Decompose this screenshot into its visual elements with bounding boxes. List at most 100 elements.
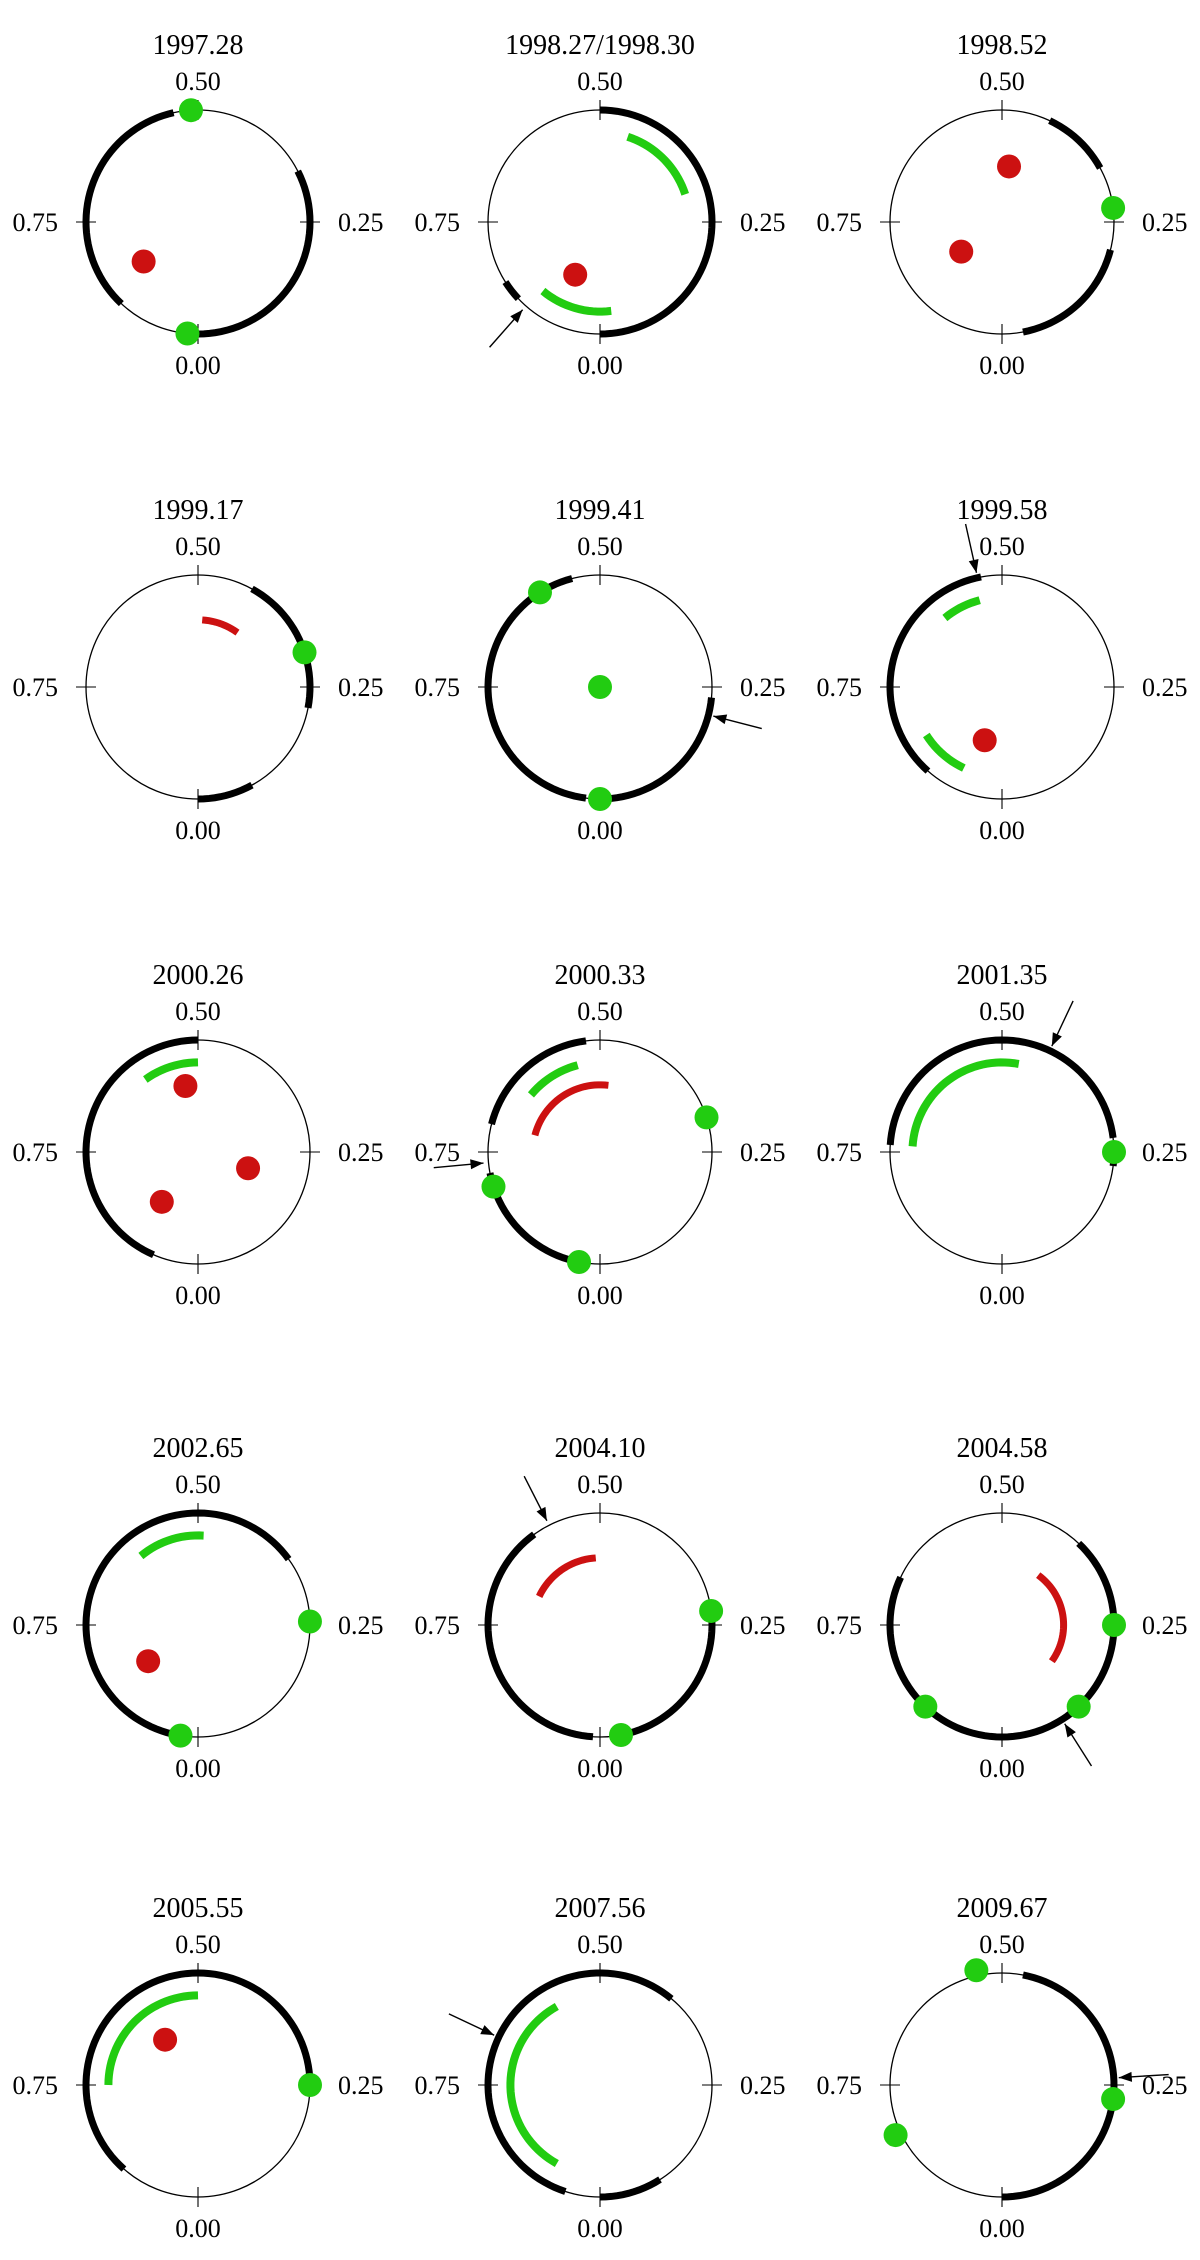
- green-dot: [481, 1174, 506, 1199]
- pointer-arrow: [1064, 1723, 1093, 1767]
- green-dot: [292, 640, 317, 665]
- green-dot: [1101, 195, 1126, 220]
- red-dot: [949, 239, 974, 264]
- phase-tick-label: 0.75: [13, 1611, 59, 1640]
- panel-title: 2005.55: [153, 1893, 244, 1924]
- green-dot: [699, 1598, 724, 1623]
- green-dot: [1066, 1694, 1091, 1719]
- red-dot: [131, 249, 156, 274]
- green-arc: [908, 1058, 1020, 1147]
- panel-title: 2000.26: [153, 960, 244, 991]
- phase-tick-label: 0.50: [175, 67, 221, 96]
- green-arc: [923, 732, 966, 772]
- phase-tick-label: 0.50: [175, 1930, 221, 1959]
- panel-title: 2009.67: [957, 1893, 1048, 1924]
- phase-panel: 2002.65 0.50 0.00 0.75 0.25: [13, 1433, 384, 1783]
- phase-tick-label: 0.25: [740, 1611, 786, 1640]
- panel-title: 1999.58: [957, 495, 1048, 526]
- coverage-arc: [599, 2176, 662, 2201]
- phase-panel: 2004.58 0.50 0.00 0.75 0.25: [817, 1433, 1188, 1783]
- phase-tick-label: 0.00: [979, 1281, 1025, 1310]
- phase-tick-label: 0.00: [175, 2214, 221, 2243]
- phase-tick-label: 0.50: [979, 532, 1025, 561]
- phase-tick-label: 0.00: [577, 1754, 623, 1783]
- phase-panel: 1998.52 0.50 0.00 0.75 0.25: [817, 30, 1188, 380]
- pointer-arrow: [489, 309, 524, 348]
- phase-tick-label: 0.75: [817, 208, 863, 237]
- red-dot: [236, 1156, 261, 1181]
- coverage-arc: [197, 169, 314, 338]
- coverage-arc: [502, 280, 521, 302]
- phase-tick-label: 0.75: [13, 2071, 59, 2100]
- coverage-arc: [886, 1575, 1003, 1741]
- phase-tick-label: 0.50: [175, 532, 221, 561]
- phase-tick-label: 0.25: [1142, 1138, 1188, 1167]
- phase-panel: 1999.58 0.50 0.00 0.75 0.25: [817, 495, 1188, 845]
- phase-panel: 2005.55 0.50 0.00 0.75 0.25: [13, 1893, 384, 2243]
- phase-tick-label: 0.75: [817, 1611, 863, 1640]
- phase-tick-label: 0.50: [577, 1470, 623, 1499]
- pointer-arrow: [433, 1159, 484, 1170]
- phase-panel: 1999.41 0.50 0.00 0.75 0.25: [415, 495, 786, 845]
- phase-tick-label: 0.00: [979, 351, 1025, 380]
- red-arc: [1036, 1572, 1068, 1664]
- panel-title: 1999.17: [153, 495, 244, 526]
- phase-panel: 2001.35 0.50 0.00 0.75 0.25: [817, 960, 1188, 1310]
- panel-title: 2004.10: [555, 1433, 646, 1464]
- phase-tick-label: 0.75: [817, 2071, 863, 2100]
- pointer-arrow: [448, 2013, 495, 2036]
- pointer-arrow: [1118, 2071, 1169, 2082]
- pointer-arrow: [1051, 1000, 1074, 1047]
- green-dot: [964, 1958, 989, 1983]
- green-dot: [1101, 2087, 1126, 2112]
- panel-title: 2001.35: [957, 960, 1048, 991]
- green-dot: [608, 1723, 633, 1748]
- phase-tick-label: 0.50: [577, 532, 623, 561]
- coverage-arc: [616, 1614, 716, 1740]
- phase-tick-label: 0.50: [175, 997, 221, 1026]
- coverage-arc: [488, 1037, 587, 1126]
- phase-tick-label: 0.75: [415, 673, 461, 702]
- phase-tick-label: 0.75: [13, 673, 59, 702]
- phase-tick-label: 0.00: [577, 351, 623, 380]
- phase-tick-label: 0.00: [577, 816, 623, 845]
- coverage-arc: [197, 782, 254, 803]
- green-dot: [1102, 1613, 1126, 1637]
- pointer-arrow: [713, 714, 762, 730]
- phase-tick-label: 0.00: [979, 2214, 1025, 2243]
- coverage-arc: [82, 1969, 199, 2172]
- coverage-arc: [250, 585, 314, 709]
- green-arc: [104, 1991, 199, 2086]
- green-dot: [527, 580, 552, 605]
- green-arc: [942, 596, 981, 622]
- phase-tick-label: 0.25: [338, 208, 384, 237]
- phase-tick-label: 0.00: [577, 2214, 623, 2243]
- green-dot: [567, 1250, 592, 1275]
- green-arc: [143, 1058, 199, 1083]
- coverage-arc: [1001, 1540, 1118, 1741]
- phase-panel: 1997.28 0.50 0.00 0.75 0.25: [13, 30, 384, 380]
- phase-panel: 2007.56 0.50 0.00 0.75 0.25: [415, 1893, 786, 2243]
- phase-tick-label: 0.50: [979, 67, 1025, 96]
- pointer-arrow: [523, 1475, 548, 1522]
- phase-panel: 2000.26 0.50 0.00 0.75 0.25: [13, 960, 384, 1310]
- coverage-arc: [197, 1969, 314, 2089]
- coverage-arc: [484, 1531, 594, 1741]
- green-dot: [883, 2123, 908, 2148]
- green-dot: [168, 1723, 193, 1748]
- coverage-arc: [484, 575, 587, 802]
- phase-tick-label: 0.00: [577, 1281, 623, 1310]
- green-dot: [694, 1105, 719, 1130]
- coverage-arc: [82, 1509, 292, 1740]
- green-arc: [527, 1061, 579, 1098]
- phase-tick-label: 0.50: [979, 1470, 1025, 1499]
- coverage-arc: [599, 697, 715, 803]
- coverage-arc: [484, 1969, 674, 2195]
- panel-title: 2004.58: [957, 1433, 1048, 1464]
- phase-tick-label: 0.50: [577, 67, 623, 96]
- green-dot: [175, 321, 200, 346]
- red-dot: [173, 1073, 198, 1098]
- red-dot: [972, 728, 997, 753]
- green-dot: [588, 675, 612, 699]
- phase-tick-label: 0.75: [13, 1138, 59, 1167]
